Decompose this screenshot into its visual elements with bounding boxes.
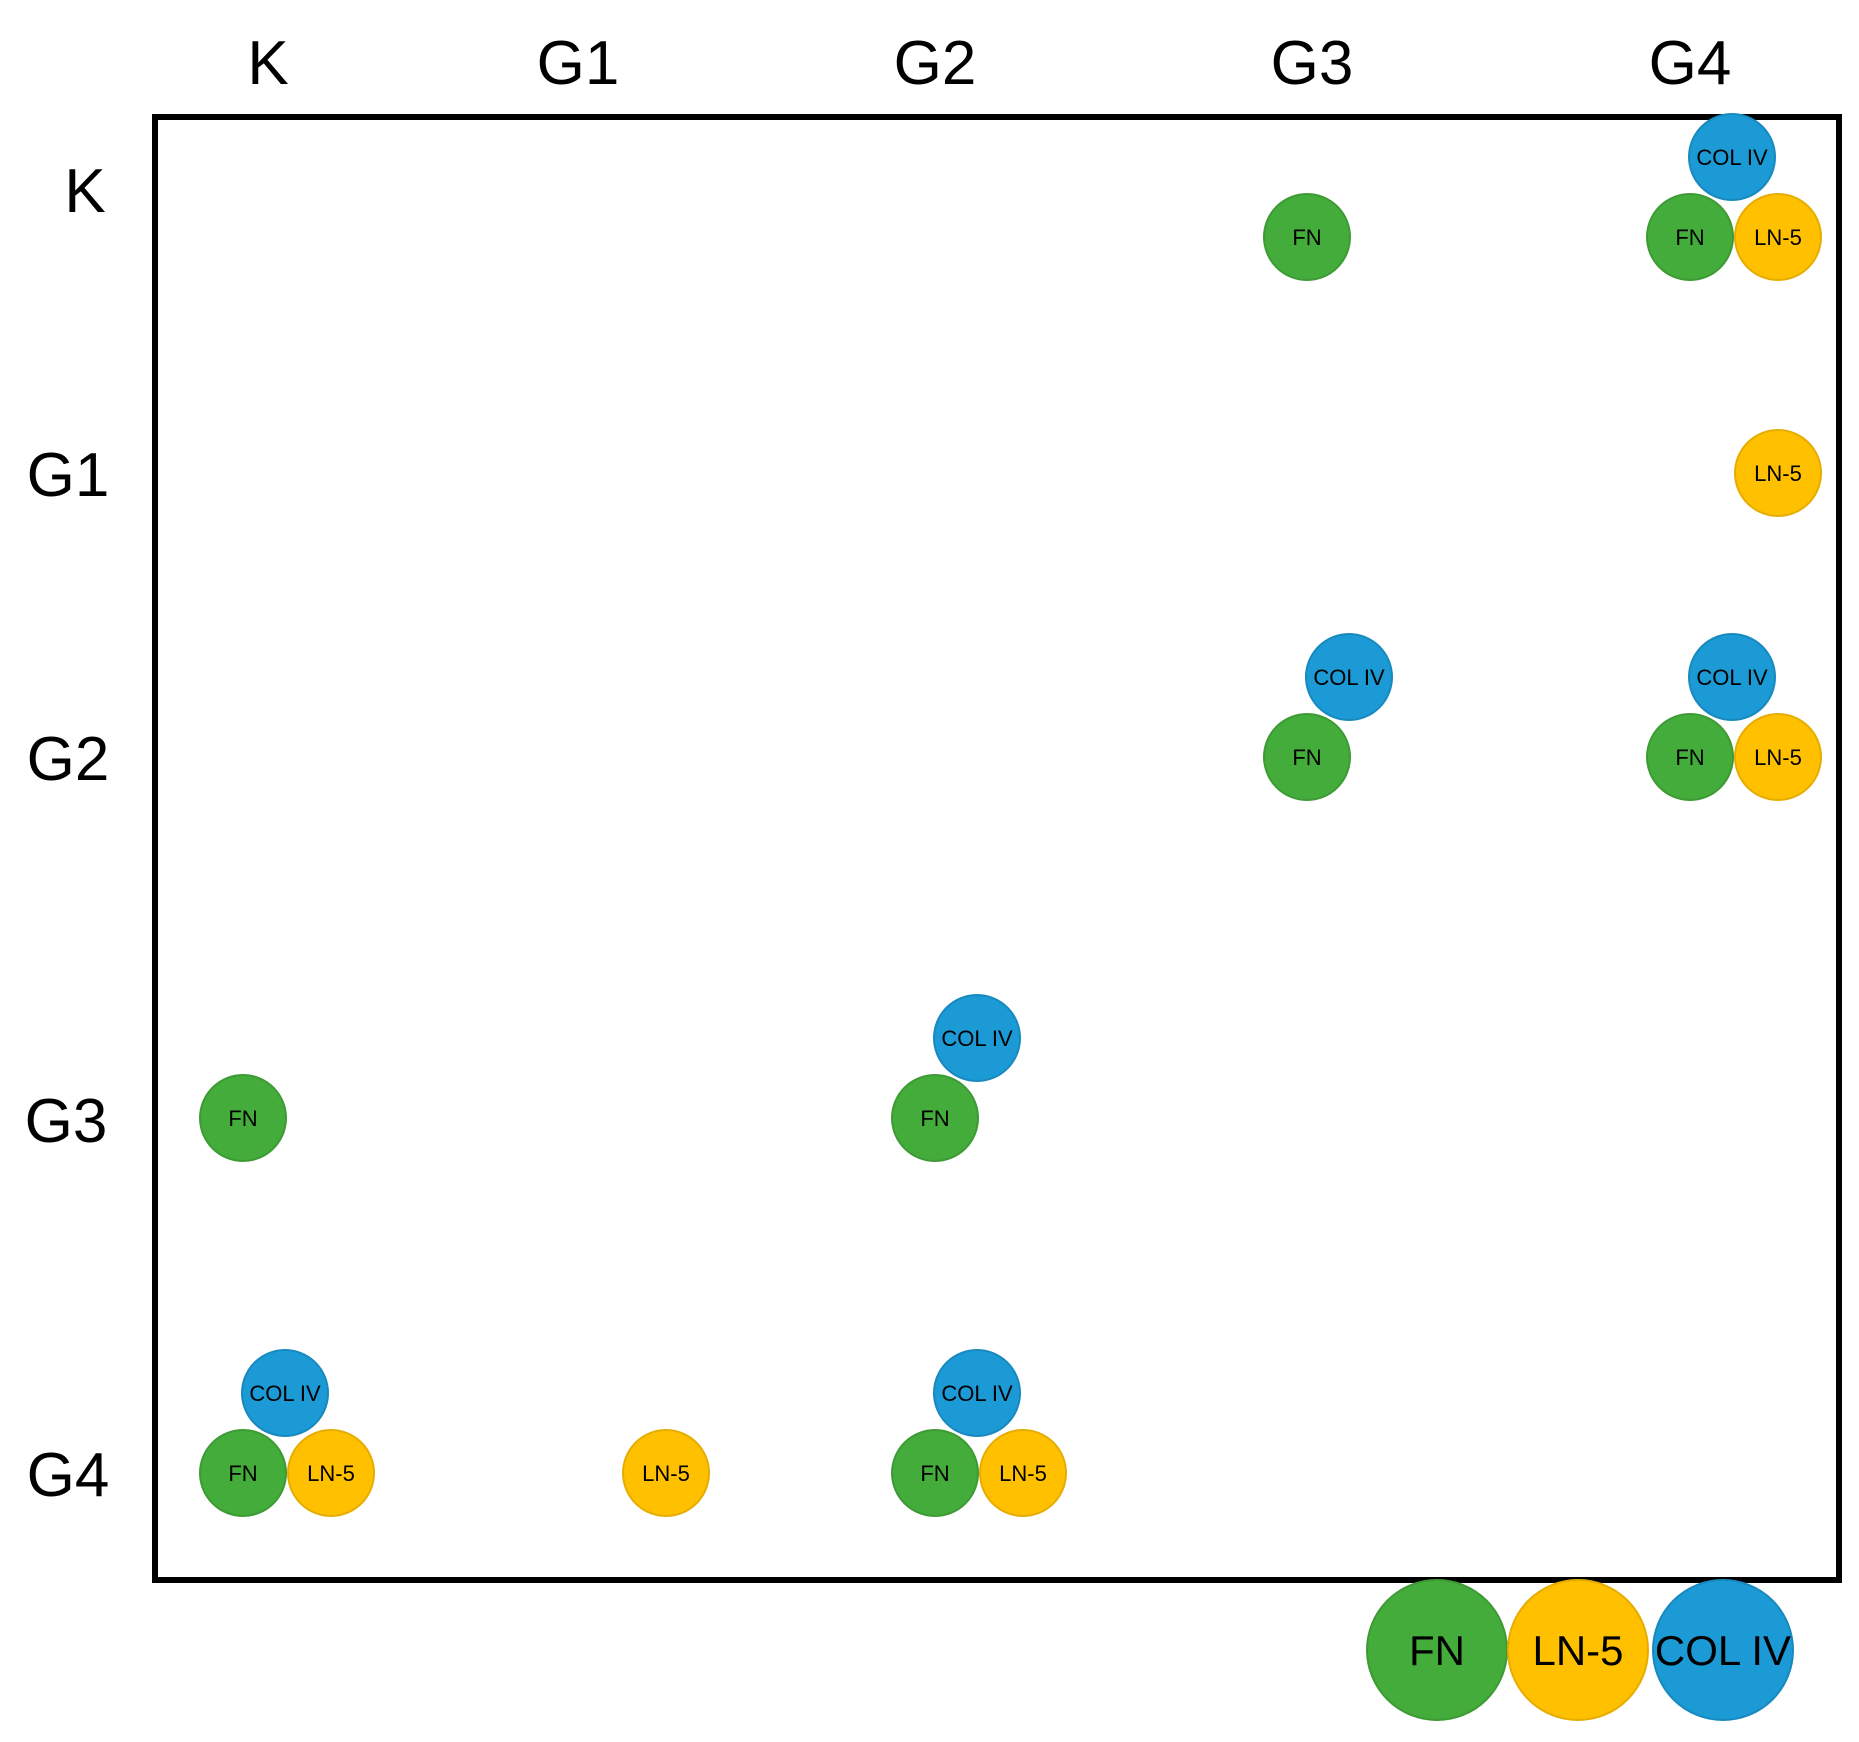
row-label-k: K xyxy=(64,157,105,226)
marker-g3-k-fn-circle xyxy=(199,1074,287,1162)
marker-g3-g2-col-iv-label: COL IV xyxy=(941,1026,1013,1051)
marker-g4-g2-fn: FN xyxy=(891,1429,979,1517)
column-label-k: K xyxy=(247,29,288,98)
marker-g1-g4-ln-5-circle xyxy=(1734,429,1822,517)
row-label-g2: G2 xyxy=(27,725,110,794)
marker-g4-g2-ln-5: LN-5 xyxy=(979,1429,1067,1517)
marker-g2-g3-fn: FN xyxy=(1263,713,1351,801)
marker-g4-k-ln-5: LN-5 xyxy=(287,1429,375,1517)
legend-fn: FN xyxy=(1366,1579,1508,1721)
marker-g4-g2-col-iv-label: COL IV xyxy=(941,1381,1013,1406)
marker-g4-g2-ln-5-label: LN-5 xyxy=(999,1461,1047,1486)
legend-col-iv-label: COL IV xyxy=(1655,1627,1791,1674)
marker-g2-g4-col-iv-circle xyxy=(1688,633,1776,721)
marker-g4-k-col-iv-circle xyxy=(241,1349,329,1437)
column-label-g2: G2 xyxy=(894,29,977,98)
marker-k-g4-fn-label: FN xyxy=(1675,225,1704,250)
marker-g4-k-ln-5-circle xyxy=(287,1429,375,1517)
row-label-g1: G1 xyxy=(27,441,110,510)
matrix-frame xyxy=(152,114,1842,1583)
marker-g4-g2-ln-5-circle xyxy=(979,1429,1067,1517)
legend: FN LN-5 COL IV xyxy=(1366,1579,1794,1721)
marker-g1-g4-ln-5-label: LN-5 xyxy=(1754,461,1802,486)
marker-g3-k-fn: FN xyxy=(199,1074,287,1162)
marker-g1-g4-ln-5: LN-5 xyxy=(1734,429,1822,517)
marker-g4-g1-ln-5-label: LN-5 xyxy=(642,1461,690,1486)
column-label-g4: G4 xyxy=(1649,29,1732,98)
marker-g4-k-fn: FN xyxy=(199,1429,287,1517)
marker-g2-g4-fn-circle xyxy=(1646,713,1734,801)
marker-k-g4-ln-5: LN-5 xyxy=(1734,193,1822,281)
marker-k-g4-fn: FN xyxy=(1646,193,1734,281)
marker-k-g3-fn-circle xyxy=(1263,193,1351,281)
legend-col-iv-circle xyxy=(1652,1579,1794,1721)
marker-g2-g3-col-iv-circle xyxy=(1305,633,1393,721)
marker-g3-k-fn-label: FN xyxy=(228,1106,257,1131)
legend-ln-5: LN-5 xyxy=(1507,1579,1649,1721)
marker-g4-g1-ln-5: LN-5 xyxy=(622,1429,710,1517)
marker-g4-g2-col-iv: COL IV xyxy=(933,1349,1021,1437)
marker-g2-g4-col-iv-label: COL IV xyxy=(1696,665,1768,690)
marker-k-g3-fn: FN xyxy=(1263,193,1351,281)
legend-col-iv: COL IV xyxy=(1652,1579,1794,1721)
marker-k-g4-ln-5-circle xyxy=(1734,193,1822,281)
marker-g4-g2-fn-circle xyxy=(891,1429,979,1517)
column-label-g1: G1 xyxy=(537,29,620,98)
marker-g3-g2-fn: FN xyxy=(891,1074,979,1162)
marker-k-g4-col-iv-circle xyxy=(1688,113,1776,201)
marker-k-g3-fn-label: FN xyxy=(1292,225,1321,250)
marker-k-g4-fn-circle xyxy=(1646,193,1734,281)
marker-g4-k-fn-label: FN xyxy=(228,1461,257,1486)
marker-g2-g4-fn-label: FN xyxy=(1675,745,1704,770)
marker-g4-k-col-iv: COL IV xyxy=(241,1349,329,1437)
row-label-g3: G3 xyxy=(25,1087,108,1156)
marker-g4-g2-col-iv-circle xyxy=(933,1349,1021,1437)
marker-k-g4-col-iv: COL IV xyxy=(1688,113,1776,201)
marker-g2-g3-fn-circle xyxy=(1263,713,1351,801)
marker-g4-k-ln-5-label: LN-5 xyxy=(307,1461,355,1486)
marker-g3-g2-fn-circle xyxy=(891,1074,979,1162)
column-label-g3: G3 xyxy=(1271,29,1354,98)
row-label-g4: G4 xyxy=(27,1441,110,1510)
marker-k-g4-ln-5-label: LN-5 xyxy=(1754,225,1802,250)
marker-g4-g1-ln-5-circle xyxy=(622,1429,710,1517)
marker-g3-g2-fn-label: FN xyxy=(920,1106,949,1131)
marker-g4-g2-fn-label: FN xyxy=(920,1461,949,1486)
marker-g2-g3-col-iv-label: COL IV xyxy=(1313,665,1385,690)
protein-markers: FN COL IV FN LN-5 LN-5 COL IV FN COL IV FN LN-5 FN… xyxy=(199,113,1822,1517)
marker-g2-g4-fn: FN xyxy=(1646,713,1734,801)
marker-g3-g2-col-iv-circle xyxy=(933,994,1021,1082)
marker-g2-g4-ln-5: LN-5 xyxy=(1734,713,1822,801)
marker-g4-k-fn-circle xyxy=(199,1429,287,1517)
marker-k-g4-col-iv-label: COL IV xyxy=(1696,145,1768,170)
marker-g2-g4-ln-5-circle xyxy=(1734,713,1822,801)
marker-g2-g3-fn-label: FN xyxy=(1292,745,1321,770)
marker-g2-g4-ln-5-label: LN-5 xyxy=(1754,745,1802,770)
marker-g2-g3-col-iv: COL IV xyxy=(1305,633,1393,721)
marker-g3-g2-col-iv: COL IV xyxy=(933,994,1021,1082)
legend-ln-5-label: LN-5 xyxy=(1532,1627,1623,1674)
legend-ln-5-circle xyxy=(1507,1579,1649,1721)
marker-g4-k-col-iv-label: COL IV xyxy=(249,1381,321,1406)
legend-fn-label: FN xyxy=(1409,1627,1465,1674)
marker-g2-g4-col-iv: COL IV xyxy=(1688,633,1776,721)
